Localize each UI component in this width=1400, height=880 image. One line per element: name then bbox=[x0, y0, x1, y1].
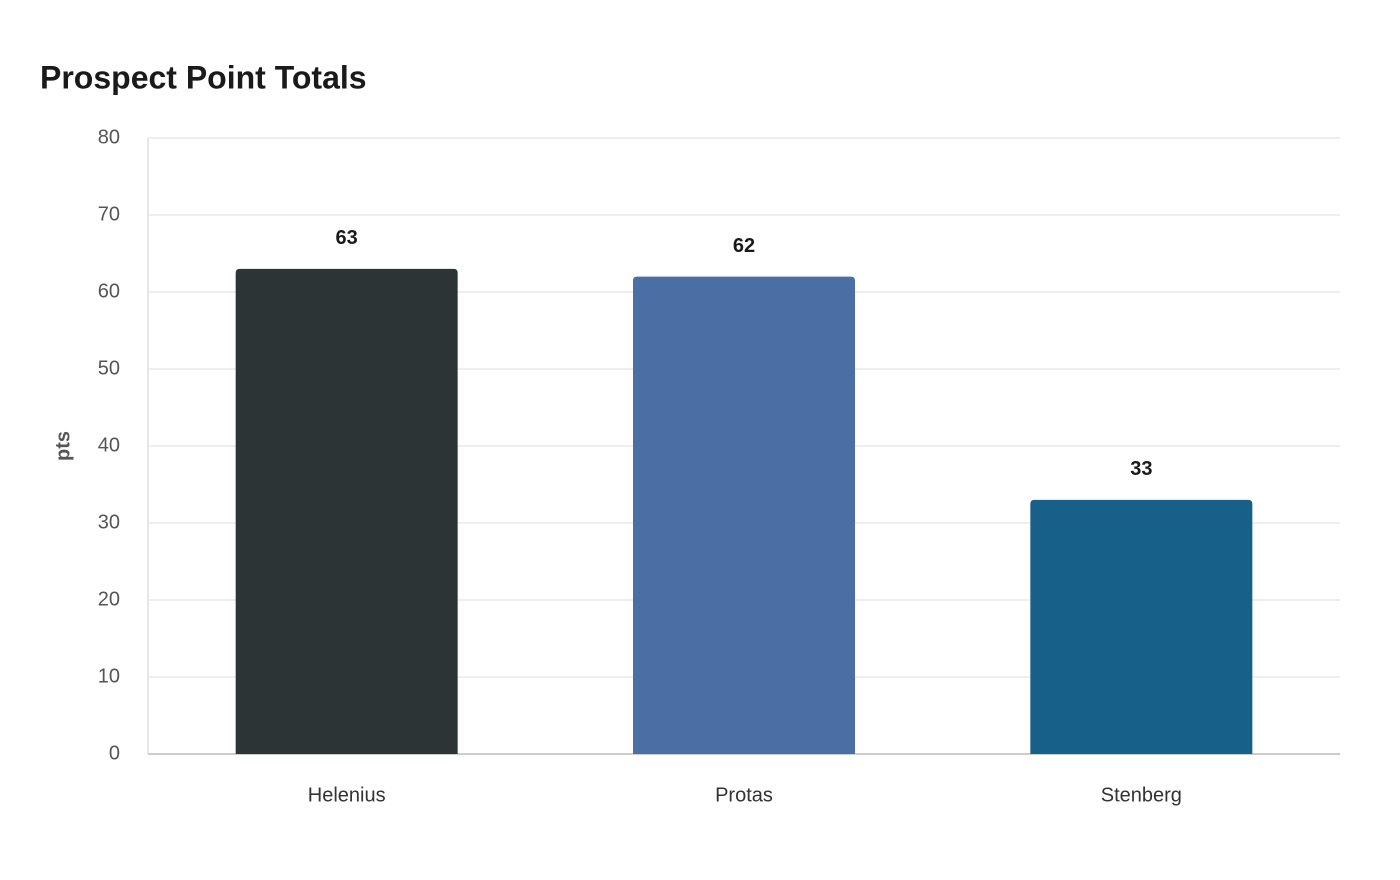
x-tick-label: Helenius bbox=[308, 784, 386, 806]
value-label: 63 bbox=[336, 227, 358, 249]
y-tick-label: 70 bbox=[98, 203, 120, 225]
y-tick-label: 30 bbox=[98, 511, 120, 533]
y-tick-label: 80 bbox=[98, 126, 120, 148]
value-label: 33 bbox=[1130, 458, 1152, 480]
y-tick-label: 10 bbox=[98, 665, 120, 687]
bar bbox=[633, 276, 855, 754]
y-tick-label: 0 bbox=[109, 742, 120, 764]
y-tick-label: 50 bbox=[98, 357, 120, 379]
value-label: 62 bbox=[733, 235, 755, 257]
y-tick-label: 40 bbox=[98, 434, 120, 456]
x-tick-label: Protas bbox=[715, 784, 773, 806]
x-tick-label: Stenberg bbox=[1101, 784, 1182, 806]
bar bbox=[1030, 499, 1253, 754]
y-tick-label: 60 bbox=[98, 280, 120, 302]
y-axis-label: pts bbox=[52, 431, 74, 461]
bar bbox=[235, 268, 458, 754]
y-tick-label: 20 bbox=[98, 588, 120, 610]
chart-title: Prospect Point Totals bbox=[40, 59, 367, 95]
